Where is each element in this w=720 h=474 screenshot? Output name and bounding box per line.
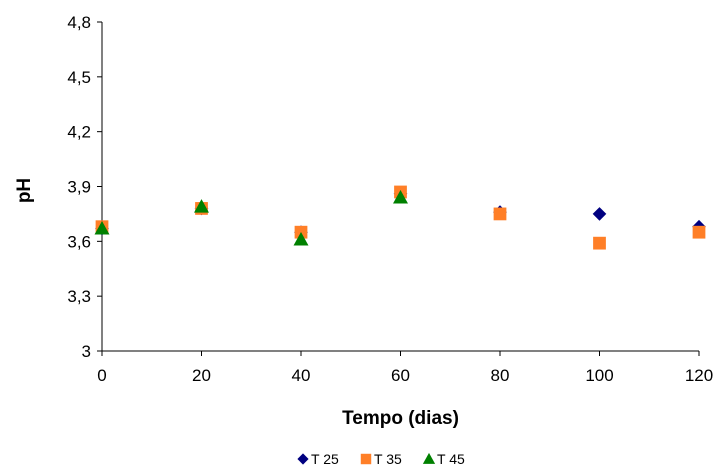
data-point — [293, 232, 309, 246]
y-tick-label: 4,8 — [67, 13, 91, 32]
data-point — [493, 207, 507, 221]
legend: T 25 T 35 T 45 — [297, 451, 465, 467]
y-tick-label: 3,6 — [67, 232, 91, 251]
x-tick-label: 40 — [292, 366, 311, 385]
y-tick-label: 3,9 — [67, 178, 91, 197]
legend-item: T 35 — [360, 451, 402, 467]
x-tick-label: 100 — [585, 366, 613, 385]
y-tick-label: 4,5 — [67, 68, 91, 87]
x-tick-label: 20 — [192, 366, 211, 385]
y-tick-label: 3,3 — [67, 287, 91, 306]
x-tick-label: 60 — [391, 366, 410, 385]
series-t-45 — [94, 189, 408, 246]
legend-item: T 25 — [297, 451, 339, 467]
x-tick-label: 0 — [97, 366, 106, 385]
x-tick-label: 120 — [685, 366, 713, 385]
x-ticks: 0 20 40 60 80 100 120 — [97, 351, 713, 385]
legend-label: T 25 — [311, 451, 339, 467]
data-point — [593, 236, 606, 250]
legend-label: T 35 — [374, 451, 402, 467]
legend-marker-square-icon — [360, 453, 372, 465]
data-point — [194, 199, 209, 213]
data-points — [94, 185, 706, 250]
data-point — [692, 225, 706, 239]
data-point — [94, 221, 110, 235]
legend-item: T 45 — [422, 451, 465, 467]
y-tick-label: 3 — [82, 342, 91, 361]
legend-marker-triangle-icon — [422, 452, 436, 464]
x-tick-label: 80 — [491, 366, 510, 385]
y-ticks: 3 3,3 3,6 3,9 4,2 4,5 4,8 — [67, 13, 102, 361]
legend-label: T 45 — [437, 451, 465, 467]
y-tick-label: 4,2 — [67, 123, 91, 142]
data-point — [592, 207, 607, 221]
y-axis-title: pH — [14, 178, 35, 203]
legend-marker-diamond-icon — [297, 453, 309, 465]
data-point — [393, 189, 408, 204]
x-axis-title: Tempo (dias) — [342, 408, 459, 429]
